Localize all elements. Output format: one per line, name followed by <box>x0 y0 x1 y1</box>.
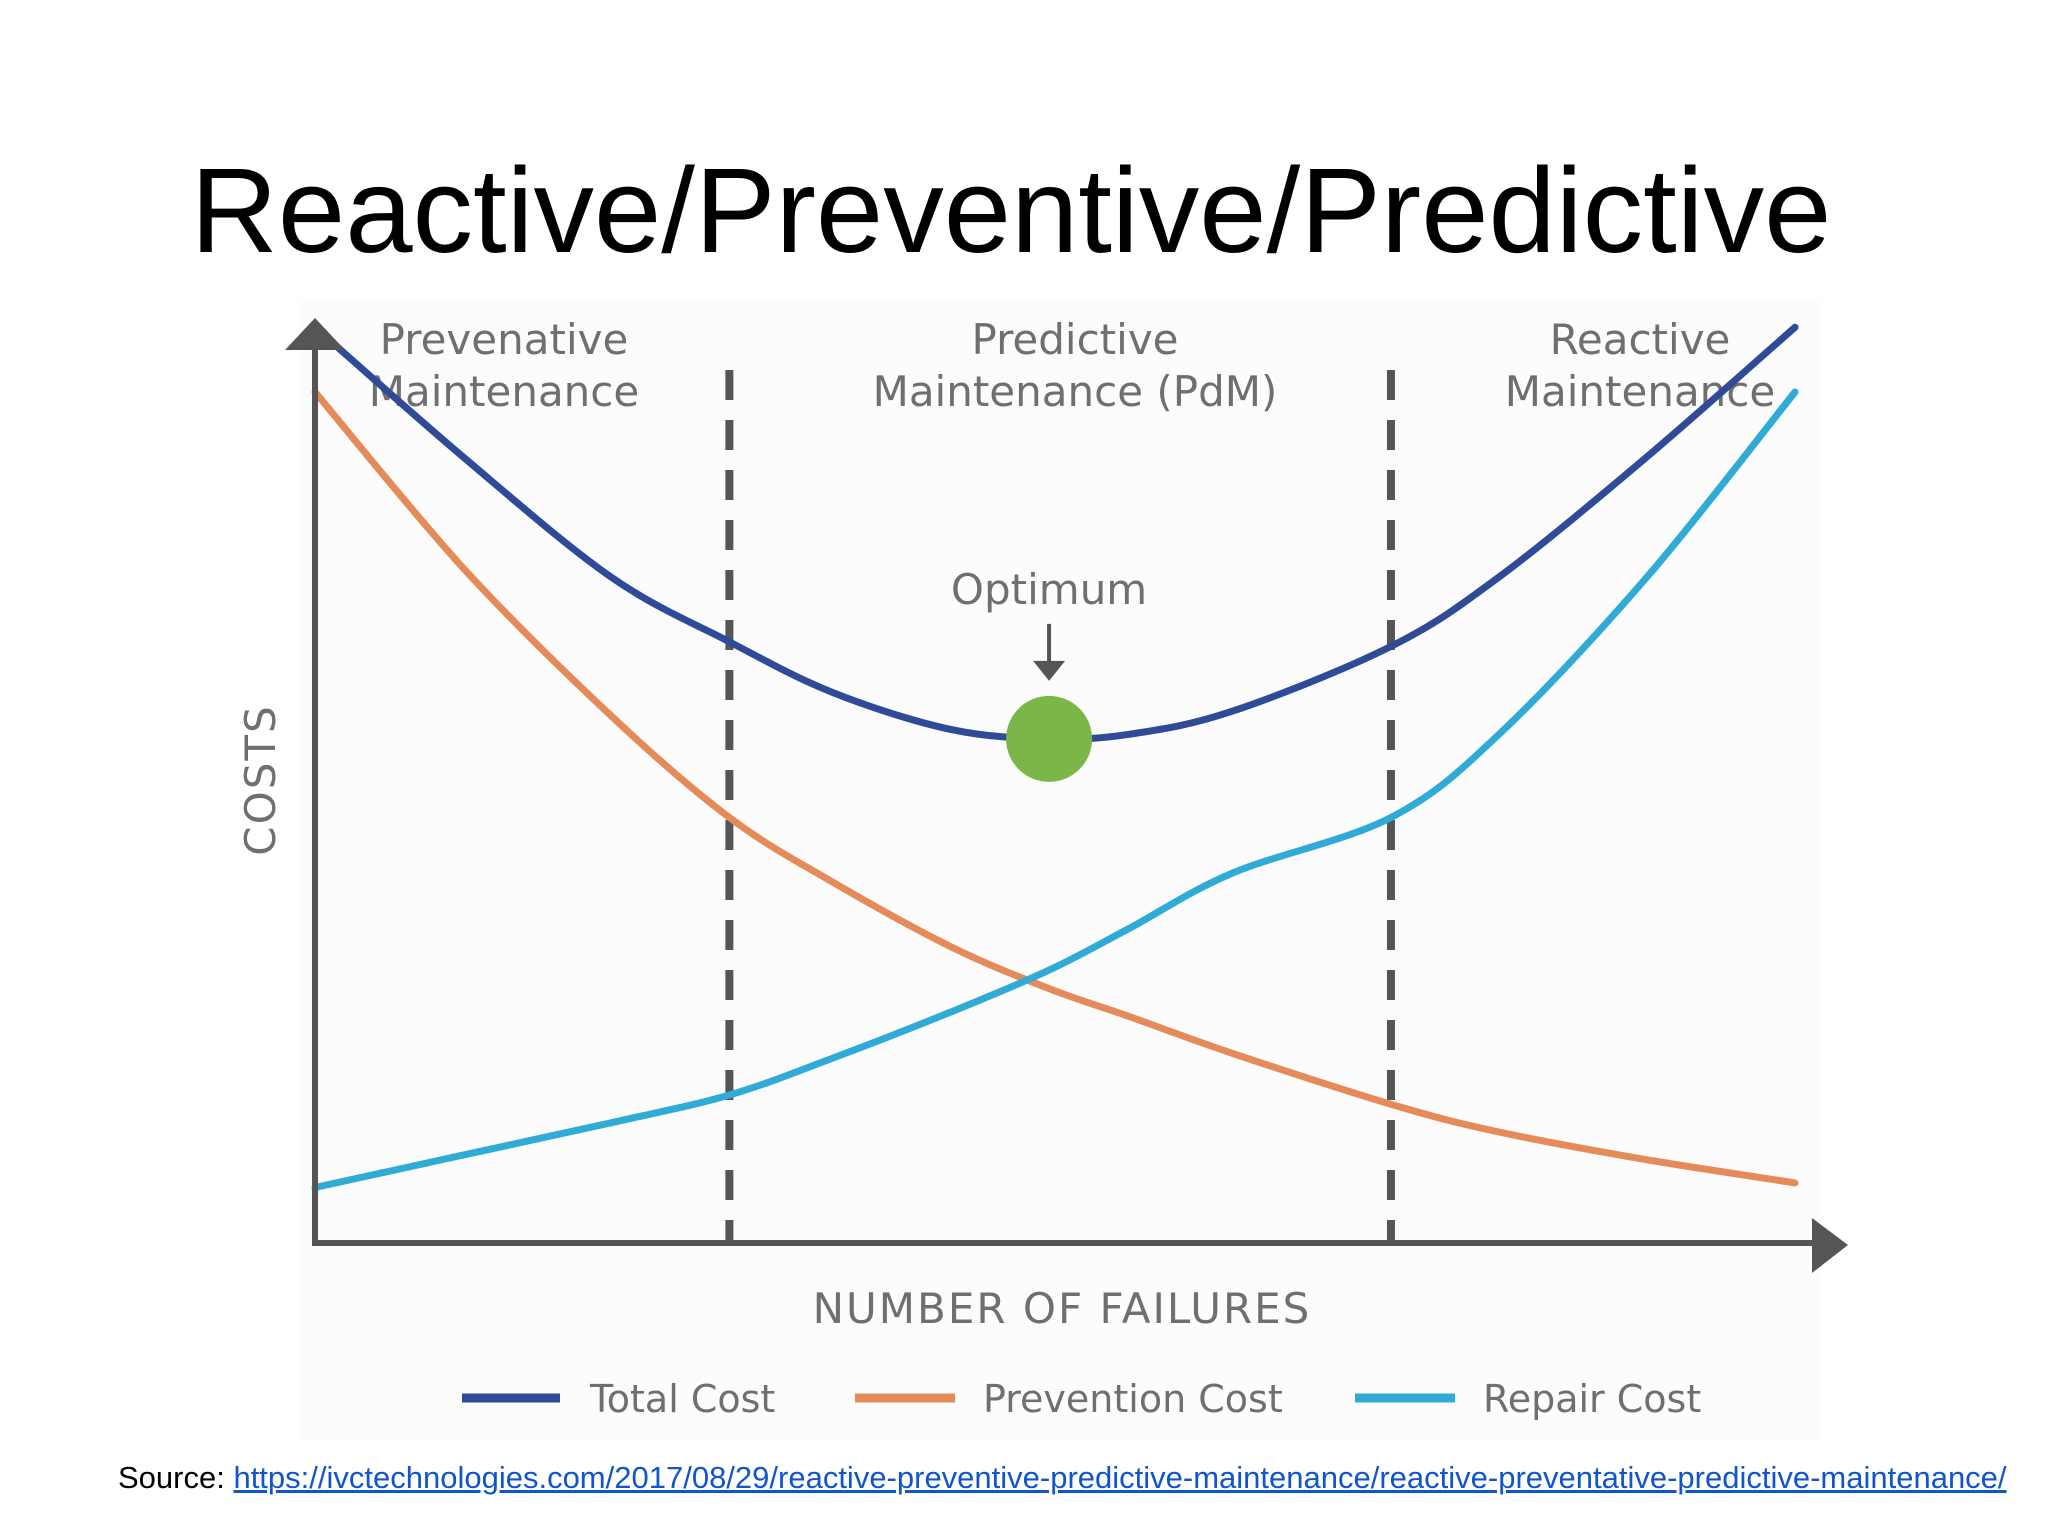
y-axis-arrow-icon <box>285 318 345 350</box>
region-label-predictive-line1: Predictive <box>971 315 1178 364</box>
legend: Total Cost Prevention Cost Repair Cost <box>462 1377 1701 1421</box>
slide-title: Reactive/Preventive/Predictive <box>190 142 1832 278</box>
repair-cost-line <box>311 388 1799 1191</box>
optimum-marker <box>1006 695 1093 782</box>
source-link[interactable]: https://ivctechnologies.com/2017/08/29/r… <box>233 1460 2007 1495</box>
optimum-arrowhead-icon <box>1033 660 1066 681</box>
legend-label-prevention-cost: Prevention Cost <box>983 1377 1283 1421</box>
legend-label-total-cost: Total Cost <box>589 1377 775 1421</box>
plot-background <box>300 300 1820 1440</box>
x-axis-label: NUMBER OF FAILURES <box>813 1284 1312 1333</box>
source-prefix: Source: <box>118 1460 234 1495</box>
optimum-label: Optimum <box>951 565 1147 614</box>
legend-label-repair-cost: Repair Cost <box>1483 1377 1701 1421</box>
x-axis-arrow-icon <box>1812 1218 1848 1273</box>
source-line: Source: https://ivctechnologies.com/2017… <box>118 1460 2007 1496</box>
region-label-prevenative-line2: Maintenance <box>369 367 639 416</box>
region-label-reactive-line2: Maintenance <box>1505 367 1775 416</box>
region-label-prevenative-line1: Prevenative <box>380 315 629 364</box>
region-label-reactive-line1: Reactive <box>1550 315 1731 364</box>
axes <box>285 318 1848 1273</box>
region-label-predictive-line2: Maintenance (PdM) <box>873 367 1278 416</box>
y-axis-label: COSTS <box>236 704 285 855</box>
region-labels: Prevenative Maintenance Predictive Maint… <box>369 315 1775 416</box>
